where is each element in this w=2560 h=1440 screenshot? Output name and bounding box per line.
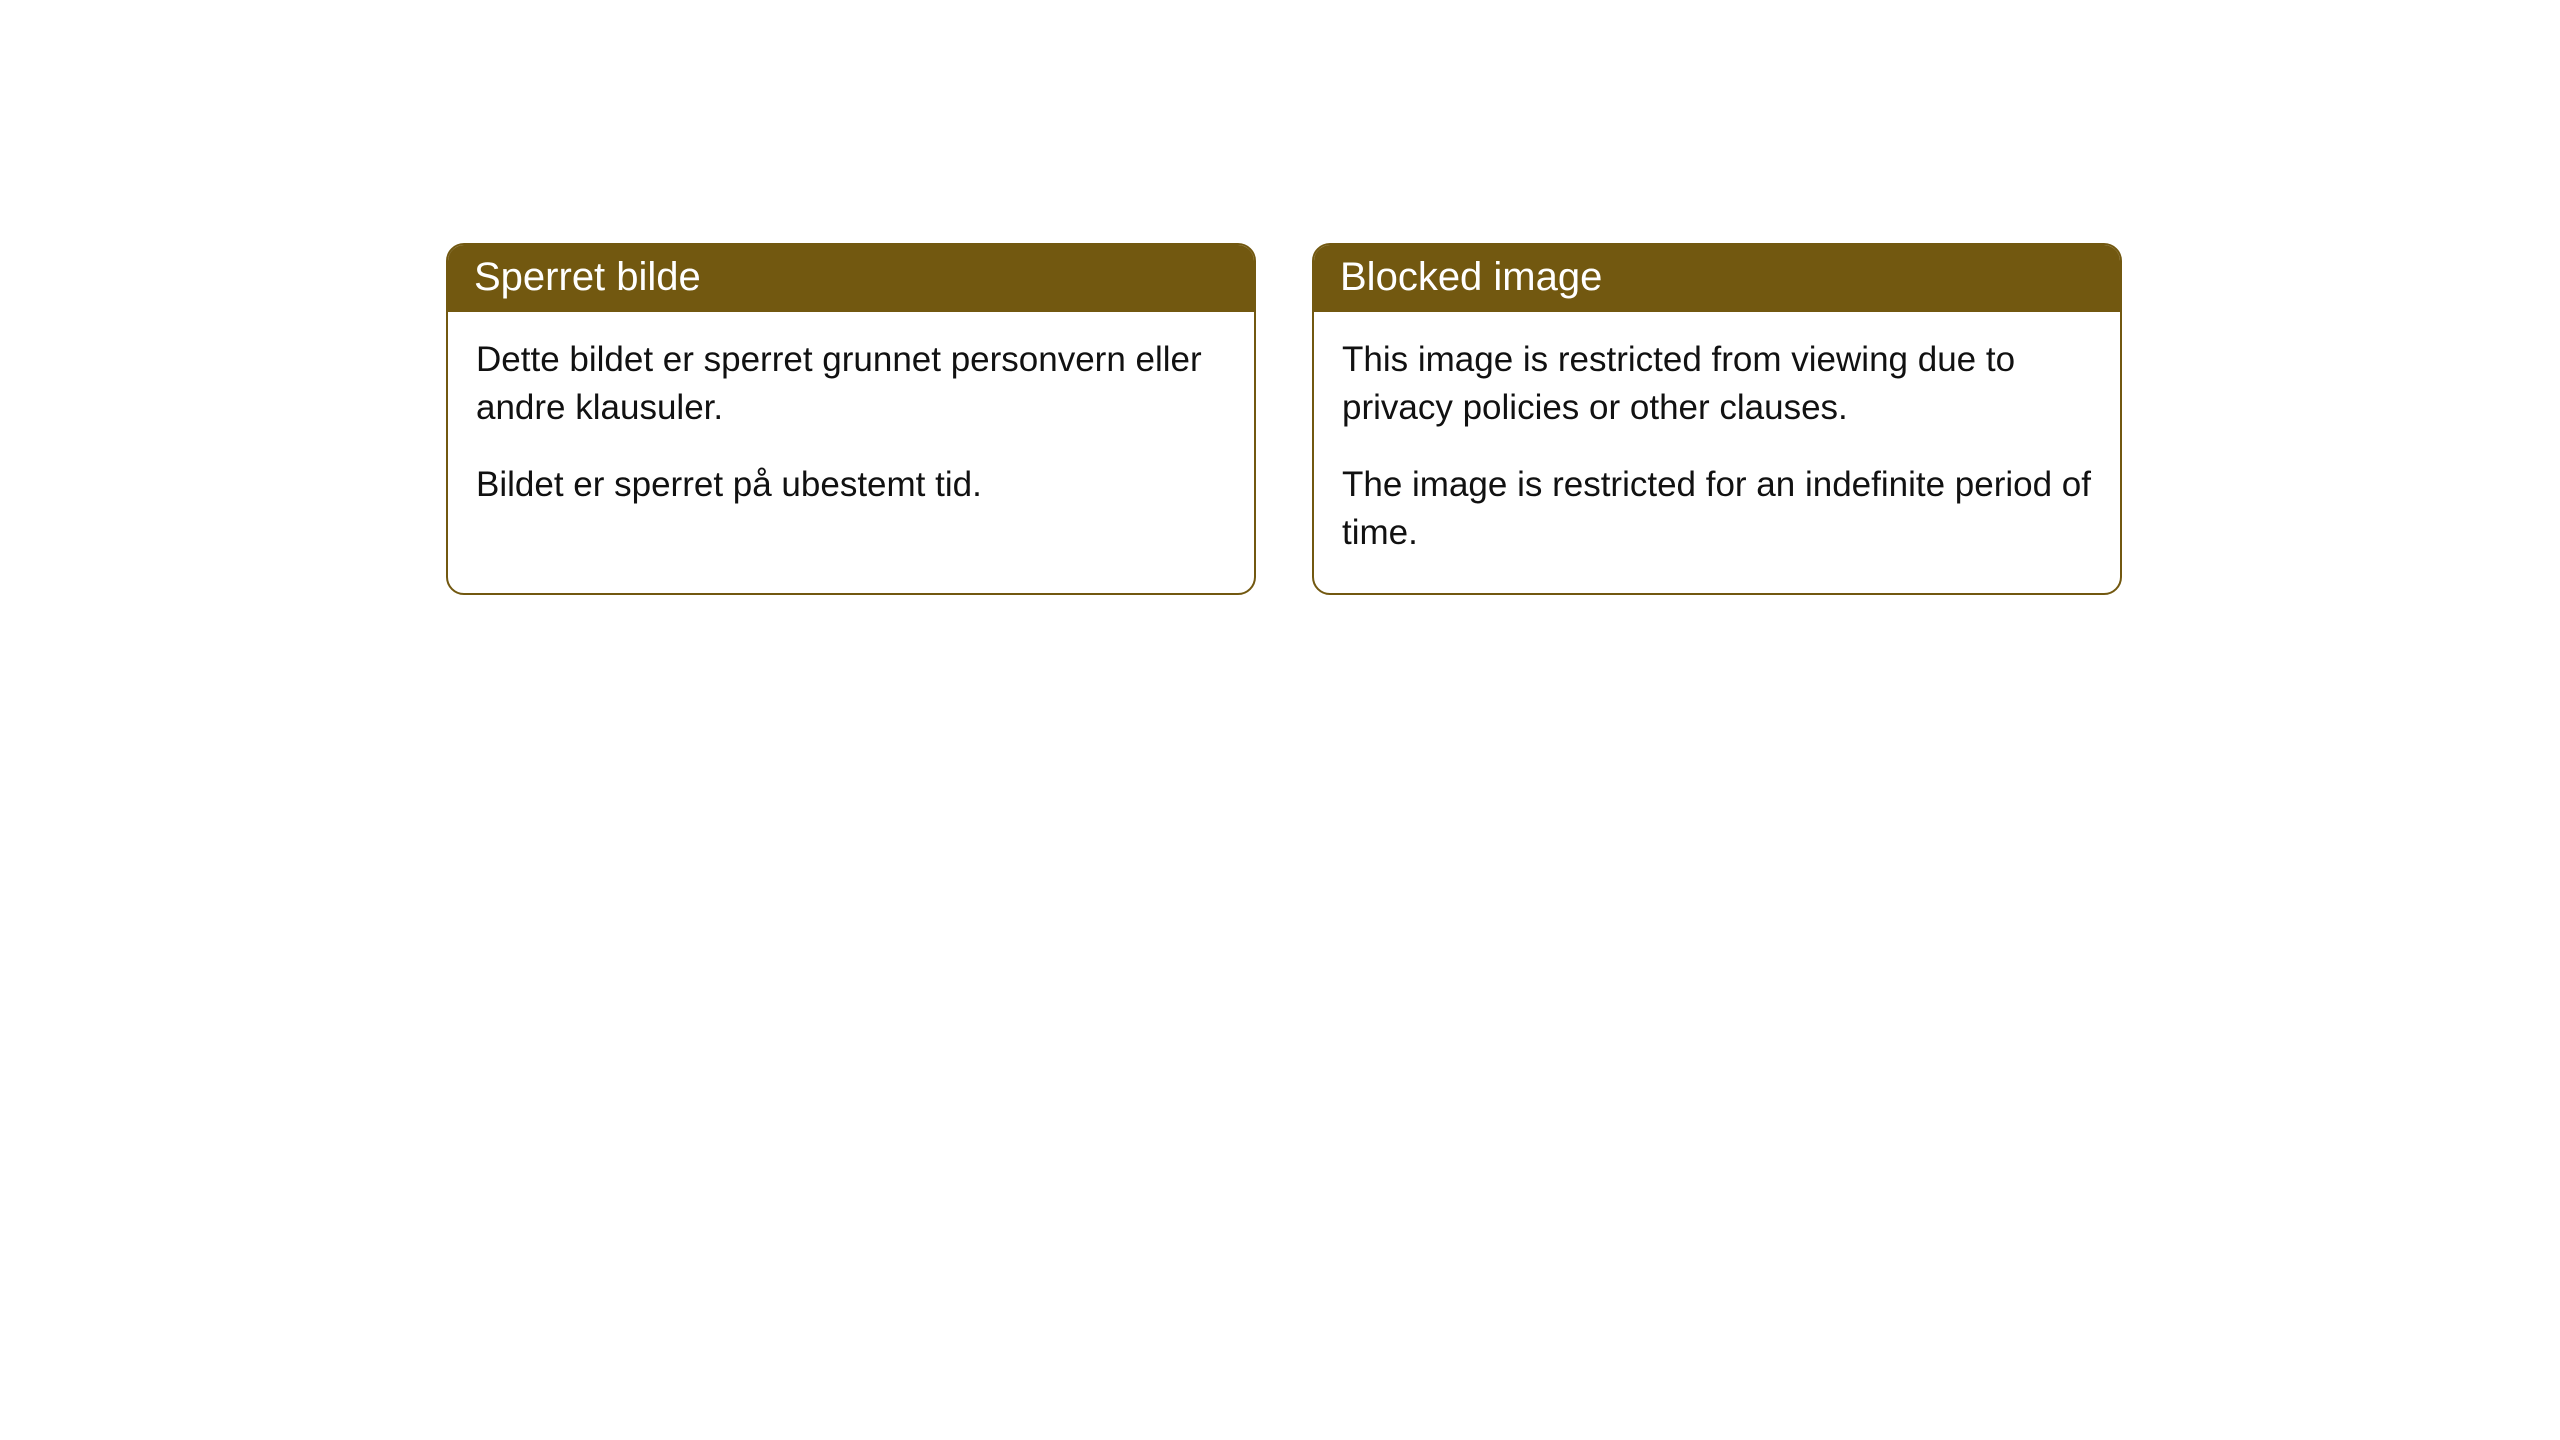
card-title: Sperret bilde [474, 255, 701, 299]
blocked-image-card-norwegian: Sperret bilde Dette bildet er sperret gr… [446, 243, 1256, 595]
card-paragraph: Dette bildet er sperret grunnet personve… [476, 336, 1226, 433]
card-paragraph: This image is restricted from viewing du… [1342, 336, 2092, 433]
card-paragraph: Bildet er sperret på ubestemt tid. [476, 461, 1226, 509]
notice-cards-container: Sperret bilde Dette bildet er sperret gr… [0, 0, 2560, 595]
card-header: Blocked image [1314, 245, 2120, 312]
card-body: This image is restricted from viewing du… [1314, 312, 2120, 593]
card-header: Sperret bilde [448, 245, 1254, 312]
card-title: Blocked image [1340, 255, 1602, 299]
card-paragraph: The image is restricted for an indefinit… [1342, 461, 2092, 558]
card-body: Dette bildet er sperret grunnet personve… [448, 312, 1254, 545]
blocked-image-card-english: Blocked image This image is restricted f… [1312, 243, 2122, 595]
